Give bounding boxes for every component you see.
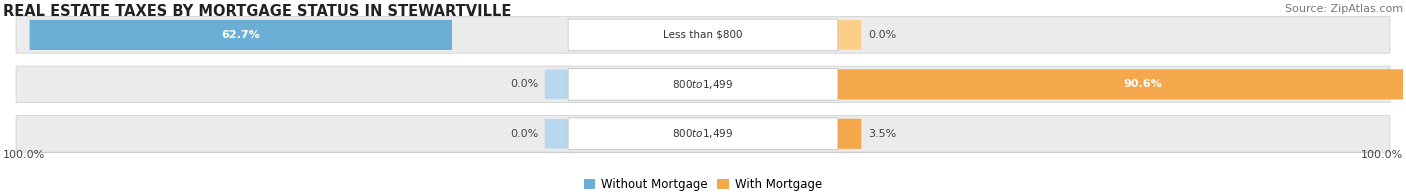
Text: 0.0%: 0.0%	[510, 79, 538, 89]
Text: Less than $800: Less than $800	[664, 30, 742, 40]
Text: $800 to $1,499: $800 to $1,499	[672, 127, 734, 140]
FancyBboxPatch shape	[544, 119, 568, 149]
Text: 0.0%: 0.0%	[868, 30, 896, 40]
FancyBboxPatch shape	[838, 20, 862, 50]
Text: 62.7%: 62.7%	[221, 30, 260, 40]
Text: REAL ESTATE TAXES BY MORTGAGE STATUS IN STEWARTVILLE: REAL ESTATE TAXES BY MORTGAGE STATUS IN …	[3, 4, 512, 19]
FancyBboxPatch shape	[30, 20, 451, 50]
Text: 100.0%: 100.0%	[1361, 150, 1403, 160]
FancyBboxPatch shape	[15, 115, 1391, 152]
Text: 0.0%: 0.0%	[510, 129, 538, 139]
Text: 3.5%: 3.5%	[868, 129, 896, 139]
FancyBboxPatch shape	[568, 118, 838, 150]
Text: 100.0%: 100.0%	[3, 150, 45, 160]
Text: $800 to $1,499: $800 to $1,499	[672, 78, 734, 91]
FancyBboxPatch shape	[544, 70, 568, 99]
FancyBboxPatch shape	[838, 69, 1406, 99]
Text: 90.6%: 90.6%	[1123, 79, 1161, 89]
Text: Source: ZipAtlas.com: Source: ZipAtlas.com	[1285, 4, 1403, 14]
FancyBboxPatch shape	[568, 19, 838, 51]
FancyBboxPatch shape	[15, 17, 1391, 53]
Legend: Without Mortgage, With Mortgage: Without Mortgage, With Mortgage	[579, 173, 827, 196]
FancyBboxPatch shape	[15, 66, 1391, 103]
FancyBboxPatch shape	[568, 69, 838, 100]
FancyBboxPatch shape	[838, 119, 862, 149]
